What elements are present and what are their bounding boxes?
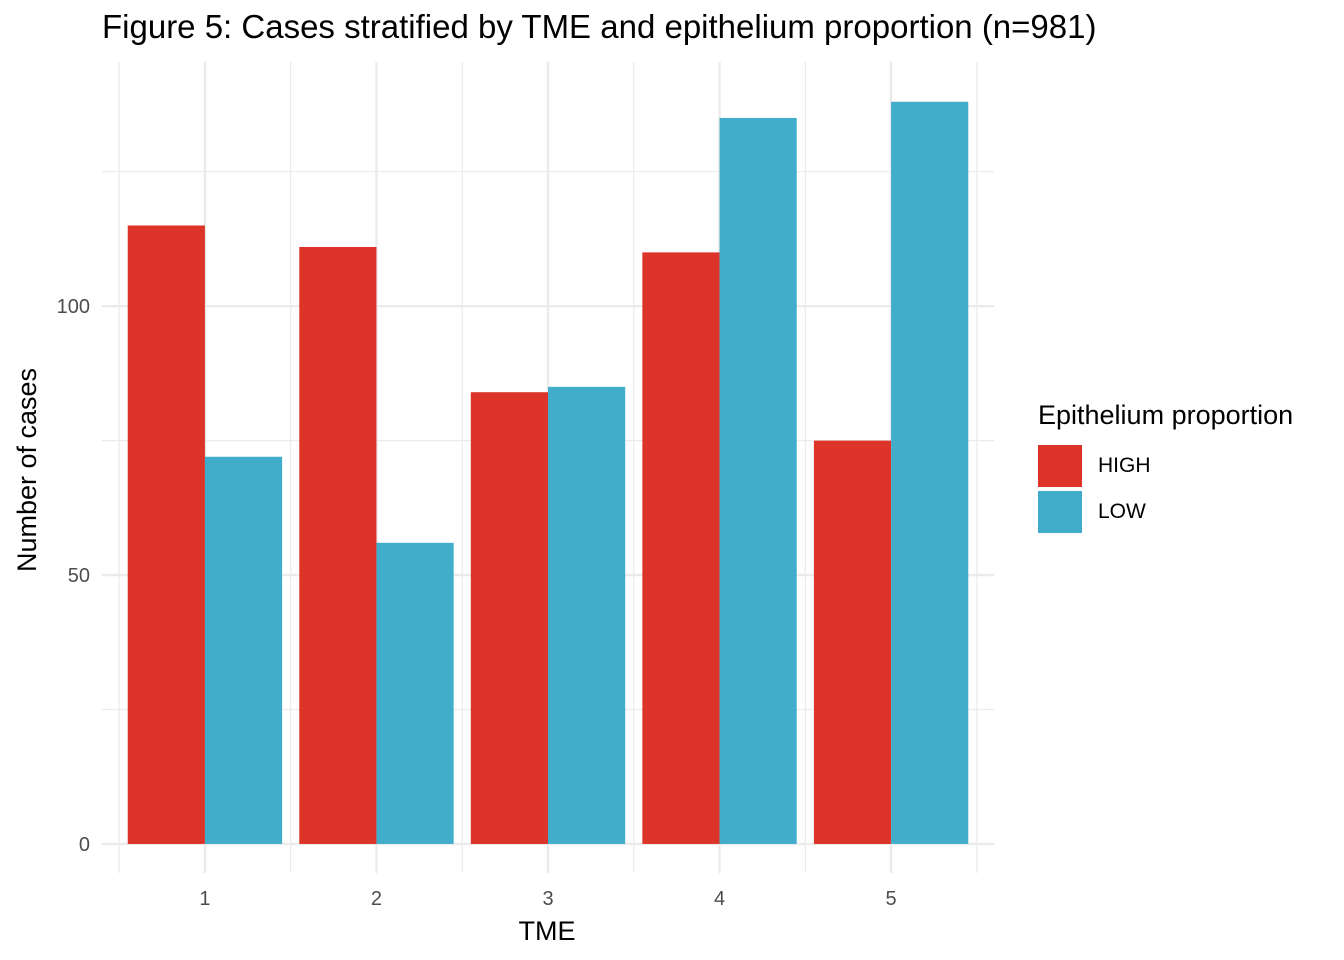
x-axis-ticks: 1 2 3 4 5 [199,888,896,910]
x-axis-title: TME [519,916,576,946]
bar-high-tme-1 [127,225,205,844]
legend-swatch-low [1038,491,1082,533]
x-tick-label: 1 [199,888,210,910]
y-tick-label: 0 [79,834,90,856]
legend-item-high: HIGH [1038,443,1293,489]
bar-low-tme-4 [719,117,797,844]
x-tick-label: 5 [886,888,897,910]
y-tick-label: 50 [68,565,90,587]
bar-low-tme-1 [204,456,283,844]
x-tick-label: 2 [371,888,382,910]
bar-low-tme-3 [548,386,626,844]
y-axis-title: Number of cases [12,368,42,572]
chart-title: Figure 5: Cases stratified by TME and ep… [102,8,1097,45]
legend: Epithelium proportion HIGH LOW [1038,400,1293,535]
legend-item-low: LOW [1038,489,1293,535]
legend-label-high: HIGH [1098,454,1151,477]
bar-high-tme-5 [813,440,892,844]
bar-low-tme-5 [891,101,969,844]
bars [127,101,969,844]
legend-title: Epithelium proportion [1038,400,1294,430]
legend-swatch-high [1038,445,1082,487]
y-tick-label: 100 [57,296,90,318]
x-tick-label: 3 [542,888,553,910]
legend-label-low: LOW [1098,500,1146,523]
y-axis-ticks: 0 50 100 [57,296,90,856]
x-tick-label: 4 [714,888,725,910]
bar-high-tme-3 [470,392,548,844]
bar-high-tme-4 [642,252,720,844]
bar-low-tme-2 [376,542,454,844]
bar-high-tme-2 [299,247,377,844]
